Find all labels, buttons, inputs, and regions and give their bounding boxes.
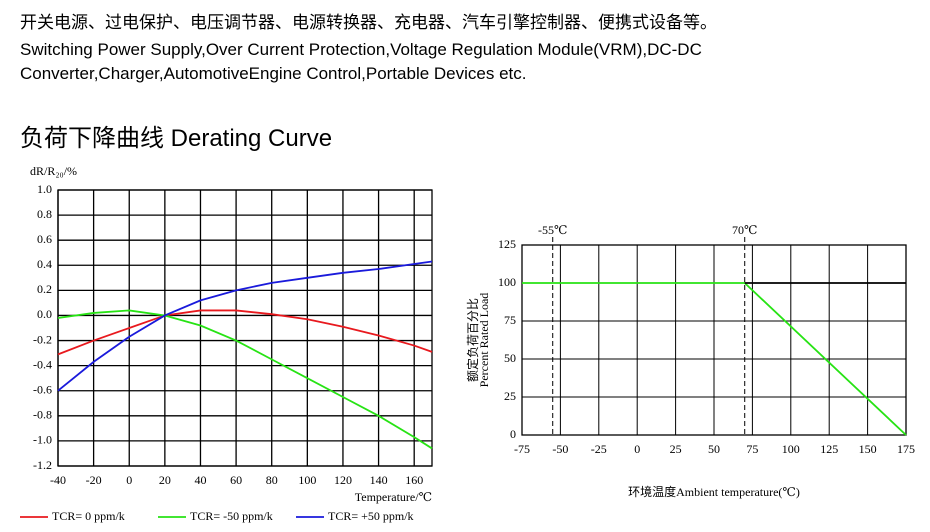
section-title: 负荷下降曲线 Derating Curve — [20, 125, 333, 152]
x-tick-label: 0 — [634, 442, 640, 456]
y-tick-label: 125 — [498, 237, 516, 251]
x-tick-label: 150 — [859, 442, 877, 456]
legend-label: TCR= 0 ppm/k — [52, 509, 125, 523]
y-axis-label: Percent Rated Load — [477, 293, 491, 388]
header-en: Switching Power Supply,Over Current Prot… — [20, 40, 702, 59]
y-tick-label: 0.2 — [37, 282, 52, 296]
y-tick-label: 0.6 — [37, 232, 52, 246]
x-tick-label: -25 — [591, 442, 607, 456]
plot-frame — [57, 189, 433, 467]
y-tick-label: 50 — [504, 351, 516, 365]
x-tick-label: 140 — [370, 473, 388, 487]
y-axis-label: 额定负荷百分比 — [465, 298, 480, 382]
x-tick-label: 175 — [897, 442, 915, 456]
x-axis-label: Temperature/℃ — [355, 490, 432, 504]
y-tick-label: -1.0 — [33, 433, 52, 447]
x-tick-label: 20 — [159, 473, 171, 487]
x-tick-label: 80 — [266, 473, 278, 487]
x-tick-label: -20 — [86, 473, 102, 487]
x-tick-label: 100 — [782, 442, 800, 456]
header-cn: 开关电源、过电保护、电压调节器、电源转换器、充电器、汽车引擎控制器、便携式设备等… — [20, 13, 717, 32]
annotation: 70℃ — [732, 223, 757, 237]
x-tick-label: 120 — [334, 473, 352, 487]
y-tick-label: 1.0 — [37, 182, 52, 196]
x-axis-label: 环境温度Ambient temperature(℃) — [628, 484, 800, 499]
y-tick-label: -0.8 — [33, 408, 52, 422]
x-tick-label: 50 — [708, 442, 720, 456]
y-tick-label: 75 — [504, 313, 516, 327]
y-axis-label: dR/R₂₀/% — [30, 164, 77, 178]
x-tick-label: 100 — [298, 473, 316, 487]
y-tick-label: 0 — [510, 427, 516, 441]
y-tick-label: 25 — [504, 389, 516, 403]
x-tick-label: -40 — [50, 473, 66, 487]
x-tick-label: 75 — [746, 442, 758, 456]
x-tick-label: 125 — [820, 442, 838, 456]
y-tick-label: 100 — [498, 275, 516, 289]
x-tick-label: 25 — [670, 442, 682, 456]
y-tick-label: -0.2 — [33, 332, 52, 346]
x-tick-label: -50 — [552, 442, 568, 456]
y-tick-label: 0.0 — [37, 307, 52, 321]
y-tick-label: 0.8 — [37, 207, 52, 221]
x-tick-label: 160 — [405, 473, 423, 487]
y-tick-label: -0.4 — [33, 357, 52, 371]
annotation: -55℃ — [538, 223, 567, 237]
x-tick-label: -75 — [514, 442, 530, 456]
y-tick-label: -1.2 — [33, 458, 52, 472]
legend-label: TCR= +50 ppm/k — [328, 509, 414, 523]
legend-label: TCR= -50 ppm/k — [190, 509, 273, 523]
header-en: Converter,Charger,AutomotiveEngine Contr… — [20, 64, 527, 83]
x-tick-label: 60 — [230, 473, 242, 487]
x-tick-label: 40 — [194, 473, 206, 487]
y-tick-label: -0.6 — [33, 382, 52, 396]
y-tick-label: 0.4 — [37, 257, 52, 271]
series-line — [57, 309, 433, 450]
series-line — [57, 260, 433, 392]
series-line — [57, 309, 433, 356]
x-tick-label: 0 — [126, 473, 132, 487]
